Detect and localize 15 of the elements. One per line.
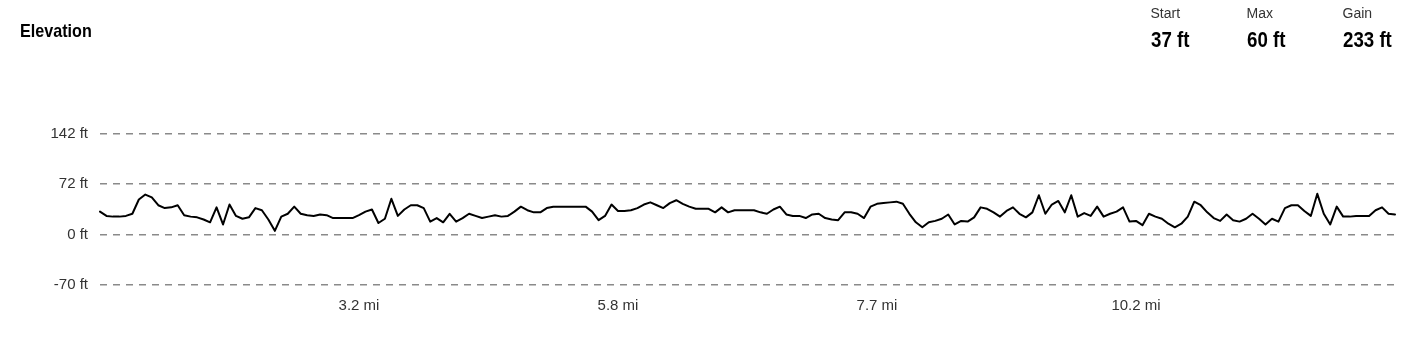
- x-tick-label: 3.2 mi: [338, 296, 380, 314]
- text: Max: [1246, 5, 1274, 21]
- text: 60 ft: [1246, 27, 1287, 53]
- x-tick-label: 5.8 mi: [597, 296, 639, 314]
- text: 37 ft: [1150, 27, 1191, 53]
- text: Start: [1150, 5, 1182, 21]
- text: 233 ft: [1342, 27, 1392, 53]
- y-tick-label: 72 ft: [58, 174, 89, 191]
- x-tick-label: 10.2 mi: [1111, 296, 1161, 314]
- y-tick-label: -70 ft: [53, 275, 89, 293]
- x-tick-label: 7.7 mi: [856, 296, 898, 314]
- text: Gain: [1342, 5, 1374, 21]
- y-tick-label: 142 ft: [50, 124, 89, 142]
- chart-title: Elevation: [20, 20, 92, 42]
- y-tick-label: 0 ft: [67, 225, 89, 243]
